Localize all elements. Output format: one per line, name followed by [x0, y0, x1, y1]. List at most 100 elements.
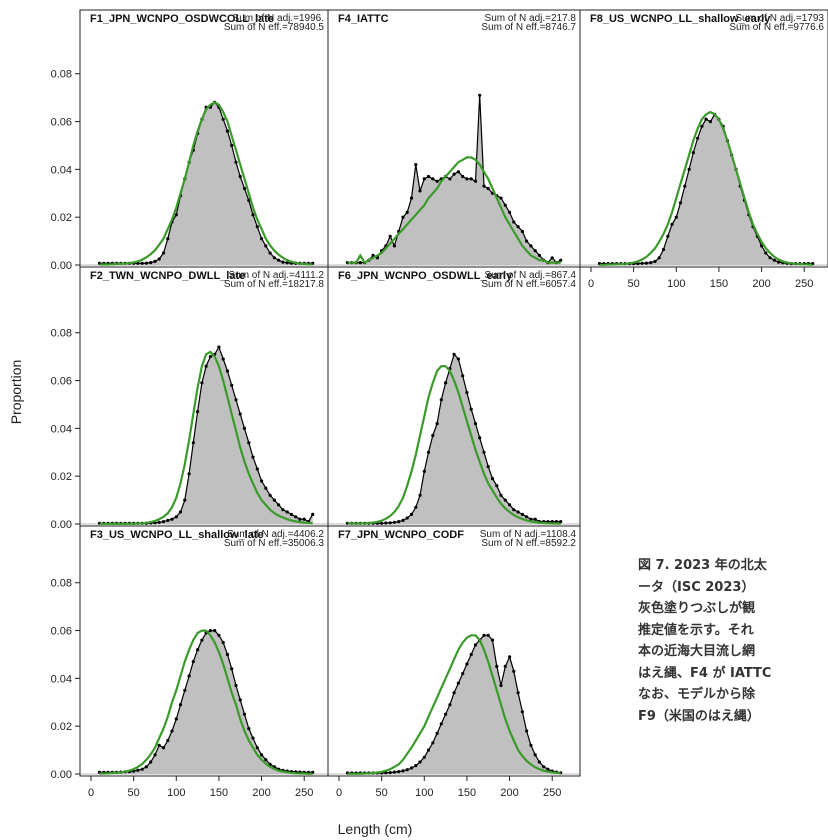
observed-point [225, 129, 230, 133]
observed-point [520, 512, 525, 517]
observed-point [772, 258, 777, 262]
observed-point [456, 681, 460, 685]
observed-point [473, 422, 478, 426]
panel-note: Sum of N adj.=217.8 [485, 13, 577, 24]
expected-line [347, 365, 561, 525]
x-tick-label: 100 [167, 787, 185, 799]
observed-point [225, 652, 230, 657]
observed-point [230, 143, 234, 148]
observed-point [490, 638, 495, 642]
observed-point [529, 244, 533, 248]
observed-point [644, 261, 649, 265]
observed-point [529, 517, 533, 521]
panel-title: F1_JPN_WCNPO_OSDWCOLL_late [90, 13, 274, 25]
observed-point [482, 450, 486, 454]
observed-point [401, 518, 405, 523]
panel-7: F7_JPN_WCNPO_CODF Sum of N adj.=1108.4Sum… [327, 525, 581, 777]
observed-point [533, 517, 537, 521]
panel-note: Sum of N eff.=35006.3 [224, 538, 325, 549]
observed-point [777, 260, 781, 264]
observed-point [187, 674, 191, 678]
panel-title: F7_JPN_WCNPO_CODF [338, 529, 464, 541]
observed-point [242, 712, 247, 716]
observed-point [435, 179, 439, 183]
observed-point [255, 467, 259, 471]
observed-point [537, 760, 542, 764]
observed-point [384, 521, 388, 525]
observed-point [397, 520, 401, 524]
observed-point [465, 662, 469, 666]
observed-point [397, 770, 401, 774]
observed-point [388, 234, 392, 238]
observed-area [599, 114, 813, 266]
x-tick-label: 100 [415, 787, 433, 799]
figure-caption: 図 7. 2023 年の北太 ータ（ISC 2023） 灰色塗りつぶしが観 推定… [638, 555, 828, 727]
panels-layer: F1_JPN_WCNPO_OSDWCOLL_late Sum of N adj.=… [79, 9, 828, 777]
x-tick-label: 200 [252, 787, 270, 799]
observed-point [469, 177, 473, 181]
observed-point [200, 381, 204, 385]
panel-title: F8_US_WCNPO_LL_shallow_early [590, 13, 771, 25]
y-tick-label: 0.06 [51, 626, 72, 638]
observed-point [768, 256, 772, 260]
observed-point [495, 484, 499, 488]
observed-point [478, 93, 482, 97]
observed-point [405, 210, 409, 214]
observed-point [422, 177, 426, 181]
observed-point [277, 503, 281, 507]
x-axis-label: Length (cm) [338, 821, 413, 837]
observed-point [388, 771, 392, 775]
observed-point [559, 258, 563, 262]
observed-point [302, 517, 306, 521]
panel-note: Sum of N eff.=8592.2 [481, 538, 576, 549]
observed-point [542, 765, 546, 769]
observed-point [298, 517, 302, 521]
observed-point [674, 215, 678, 219]
caption-line-3: 灰色塗りつぶしが観 [638, 601, 756, 616]
observed-point [264, 486, 268, 490]
y-tick-label: 0.08 [51, 328, 72, 340]
y-tick-label: 0.08 [51, 578, 72, 590]
observed-point [191, 441, 195, 445]
x-tick-label: 200 [500, 787, 518, 799]
caption-line-5: 本の近海大目流し網 [638, 644, 756, 659]
panel-note: Sum of N eff.=18217.8 [224, 279, 325, 290]
observed-point [503, 203, 507, 207]
observed-point [452, 352, 456, 356]
observed-point [260, 479, 264, 483]
axes-layer: 0.00 0.02 0.04 0.06 0.08 0 50 100 150 200 250 0.00 0… [51, 69, 814, 799]
observed-point [234, 398, 238, 402]
observed-point [431, 433, 435, 438]
observed-point [401, 769, 405, 773]
observed-point [666, 234, 670, 238]
observed-point [285, 510, 289, 514]
observed-point [546, 767, 550, 771]
observed-point [414, 505, 418, 509]
observed-point [653, 259, 657, 263]
observed-point [281, 260, 285, 264]
observed-point [225, 369, 230, 373]
observed-point [426, 174, 431, 179]
panel-note: Sum of N adj.=867.4 [485, 270, 577, 281]
observed-point [405, 768, 409, 772]
observed-point [242, 426, 247, 430]
observed-point [221, 640, 225, 645]
observed-point [512, 508, 516, 512]
observed-point [537, 253, 542, 257]
observed-point [461, 174, 465, 179]
observed-point [221, 117, 225, 121]
expected-line [99, 101, 313, 266]
observed-point [277, 258, 281, 262]
observed-point [140, 767, 144, 771]
observed-point [144, 261, 148, 265]
panel-content: F7_JPN_WCNPO_CODF Sum of N adj.=1108.4Sum… [328, 529, 580, 775]
observed-point [465, 390, 469, 395]
x-tick-label: 0 [336, 787, 342, 799]
observed-point [508, 210, 512, 214]
